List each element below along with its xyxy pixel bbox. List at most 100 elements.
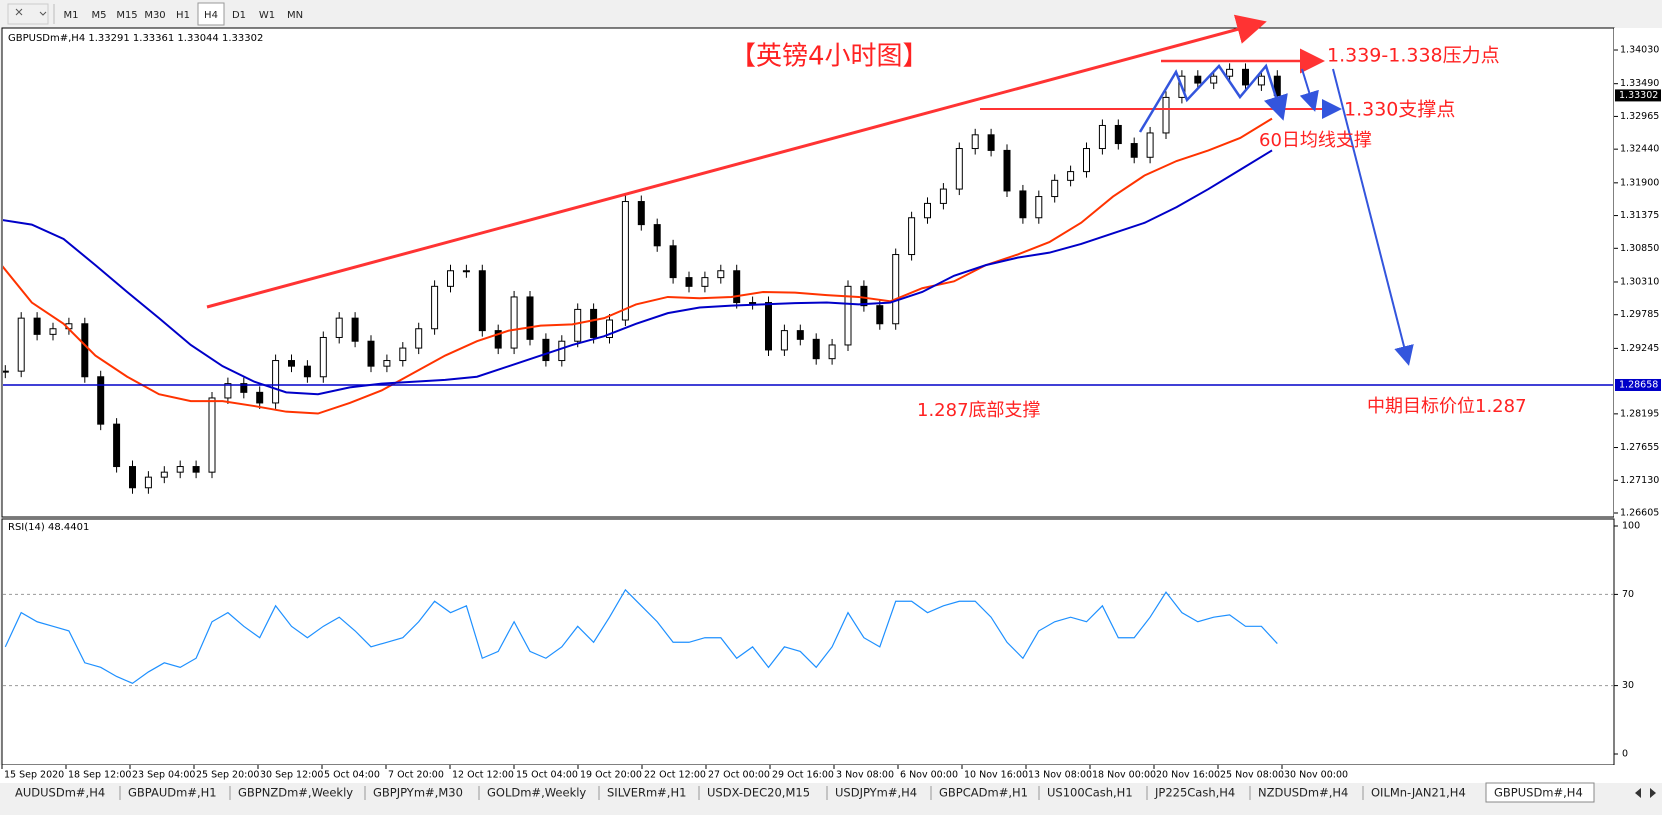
toolbar-icon[interactable] (7, 3, 49, 25)
candle-body (367, 340, 375, 367)
pattern-arrow (1138, 63, 1288, 133)
candle-body (1242, 68, 1249, 86)
x-tick-label: 27 Oct 00:00 (708, 770, 770, 781)
candle-body (224, 383, 232, 399)
time-axis (0, 765, 1662, 783)
timeframe-label: M30 (144, 10, 165, 21)
timeframe-button[interactable]: MN (287, 10, 303, 21)
x-tick-label: 13 Nov 08:00 (1028, 770, 1092, 781)
candle-body (510, 296, 518, 349)
timeframe-button[interactable]: M1 (64, 10, 79, 21)
y-tick-label: 1.27130 (1620, 475, 1659, 486)
timeframe-label: MN (287, 10, 303, 21)
timeframe-button[interactable]: H4 (197, 2, 225, 26)
candle-body (1210, 75, 1218, 84)
candle-body (1130, 143, 1138, 158)
rsi-tick-label: 100 (1622, 521, 1640, 532)
y-tick-label: 1.26605 (1620, 508, 1659, 519)
down-arrow (1299, 68, 1319, 112)
timeframe-label: M5 (92, 10, 107, 21)
y-tick-label: 1.30850 (1620, 243, 1659, 254)
price-label-box (1615, 378, 1661, 391)
tab-label: GBPJPYm#,M30 (373, 786, 463, 800)
y-tick-label: 1.30310 (1620, 276, 1659, 287)
candle-body (160, 471, 168, 478)
tab-label: JP225Cash,H4 (1154, 786, 1235, 800)
annotation: 1.339-1.338压力点 (1327, 45, 1500, 67)
moving-average (3, 117, 1273, 415)
toolbar (0, 0, 1662, 28)
candle-body (844, 285, 852, 346)
candle-body (574, 308, 582, 342)
candle-body (1051, 179, 1059, 198)
candle-body (415, 328, 423, 349)
candle-body (1019, 190, 1027, 219)
timeframe-label: M1 (64, 10, 79, 21)
candle-body (669, 245, 677, 279)
tab-frame (1485, 782, 1595, 803)
tab-label: US100Cash,H1 (1047, 786, 1133, 800)
y-tick-label: 1.34030 (1620, 45, 1659, 56)
x-tick-label: 10 Nov 16:00 (964, 770, 1028, 781)
candle-body (1146, 132, 1154, 158)
candle-body (892, 254, 900, 325)
candle-body (351, 317, 359, 342)
y-tick-label: 1.32440 (1620, 144, 1659, 155)
symbol-tab[interactable]: JP225Cash,H4 (1154, 786, 1251, 801)
timeframe-button[interactable]: M15 (116, 10, 137, 21)
tab-label: GBPCADm#,H1 (939, 786, 1028, 800)
x-tick-label: 29 Oct 16:00 (772, 770, 834, 781)
rsi-label: RSI(14) 48.4401 (8, 522, 89, 533)
x-tick-label: 7 Oct 20:00 (388, 770, 444, 781)
candle-body (1003, 149, 1011, 192)
timeframe-label: H4 (204, 10, 218, 21)
symbol-tab[interactable]: GOLDm#,Weekly (487, 786, 600, 801)
y-tick-label: 1.32965 (1620, 111, 1659, 122)
candle-body (1035, 196, 1043, 219)
timeframe-button[interactable]: M30 (144, 10, 165, 21)
symbol-tab[interactable]: GBPCADm#,H1 (939, 786, 1040, 801)
candle-body (749, 302, 757, 305)
symbol-tab[interactable]: NZDUSDm#,H4 (1258, 786, 1364, 801)
symbol-tab[interactable]: GBPUSDm#,H4 (1485, 782, 1595, 803)
x-tick-label: 18 Sep 12:00 (68, 770, 131, 781)
x-tick-label: 18 Nov 00:00 (1092, 770, 1156, 781)
candle-body (780, 330, 788, 351)
tab-scroll[interactable] (1635, 788, 1656, 798)
candle-body (526, 296, 534, 340)
tab-label: USDX-DEC20,M15 (707, 786, 810, 800)
timeframe-button[interactable]: M5 (92, 10, 107, 21)
symbol-tab[interactable]: GBPJPYm#,M30 (373, 786, 480, 801)
tab-bar (0, 783, 1662, 811)
symbol-tab[interactable]: SILVERm#,H1 (607, 786, 700, 801)
candle-body (1114, 124, 1122, 145)
candle-body (908, 217, 916, 256)
annotation: 中期目标价位1.287 (1367, 396, 1527, 417)
rsi-line (4, 588, 1278, 685)
candle-body (462, 270, 470, 273)
timeframe-button[interactable]: D1 (232, 10, 246, 21)
target-arrow (1332, 68, 1414, 366)
symbol-tab[interactable]: AUDUSDm#,H4 (15, 786, 121, 801)
candle-body (876, 305, 884, 325)
candle-body (1257, 75, 1265, 86)
candle-body (558, 340, 566, 362)
timeframe-label: W1 (259, 10, 275, 21)
y-tick-label: 1.29245 (1620, 343, 1659, 354)
price-label: 1.33302 (1619, 90, 1658, 101)
symbol-tab[interactable]: GBPAUDm#,H1 (128, 786, 231, 801)
tab-label: SILVERm#,H1 (607, 786, 686, 800)
timeframe-button[interactable]: W1 (259, 10, 275, 21)
candle-body (765, 302, 772, 351)
symbol-tab[interactable]: GBPNZDm#,Weekly (238, 786, 366, 801)
timeframe-button[interactable]: H1 (176, 10, 190, 21)
symbol-tab[interactable]: USDJPYm#,H4 (835, 786, 932, 801)
rsi-tick-label: 30 (1622, 680, 1634, 691)
symbol-tab[interactable]: USDX-DEC20,M15 (707, 786, 828, 801)
symbol-tab[interactable]: US100Cash,H1 (1047, 786, 1148, 801)
candle-body (81, 323, 89, 378)
candle-body (129, 466, 136, 489)
price-label: 1.28658 (1619, 379, 1658, 390)
candle-body (542, 338, 550, 362)
y-tick-label: 1.27655 (1620, 442, 1659, 453)
